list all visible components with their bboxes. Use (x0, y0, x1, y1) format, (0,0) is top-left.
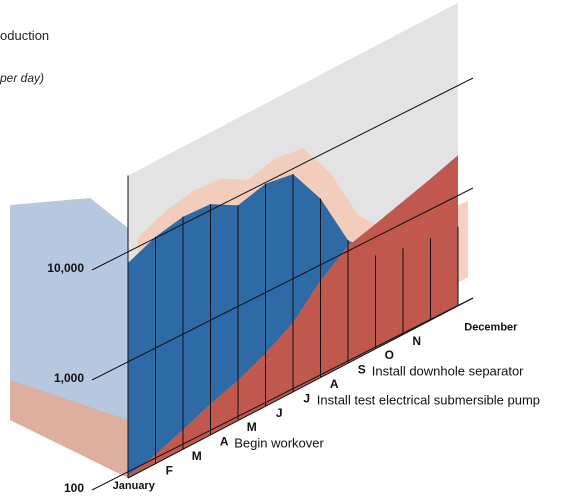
month-label: F (166, 463, 173, 477)
chart-title: oduction (0, 28, 50, 43)
annotation: Install downhole separator (372, 364, 524, 379)
series-red-area (128, 155, 458, 478)
floor-edge (127, 297, 474, 479)
month-label: December (464, 321, 518, 333)
front-block-base (10, 380, 128, 478)
y-tick-label: 10,000 (47, 261, 84, 275)
month-label: A (220, 435, 229, 449)
chart-subtitle: per day) (0, 71, 45, 85)
month-label: M (192, 449, 202, 463)
annotation: Install test electrical submersible pump (317, 392, 540, 407)
y-gridline (91, 187, 474, 381)
y-gridline (91, 77, 474, 271)
y-gridline (91, 297, 474, 491)
month-label: A (330, 377, 339, 391)
month-label: J (303, 391, 310, 405)
annotation: Begin workover (234, 436, 324, 451)
month-label: January (113, 480, 156, 492)
month-label: O (385, 348, 394, 362)
month-label: M (247, 420, 257, 434)
y-tick-label: 100 (64, 481, 84, 495)
y-tick-label: 1,000 (54, 371, 84, 385)
month-label: N (412, 334, 421, 348)
month-label: J (276, 406, 283, 420)
month-label: S (358, 363, 366, 377)
